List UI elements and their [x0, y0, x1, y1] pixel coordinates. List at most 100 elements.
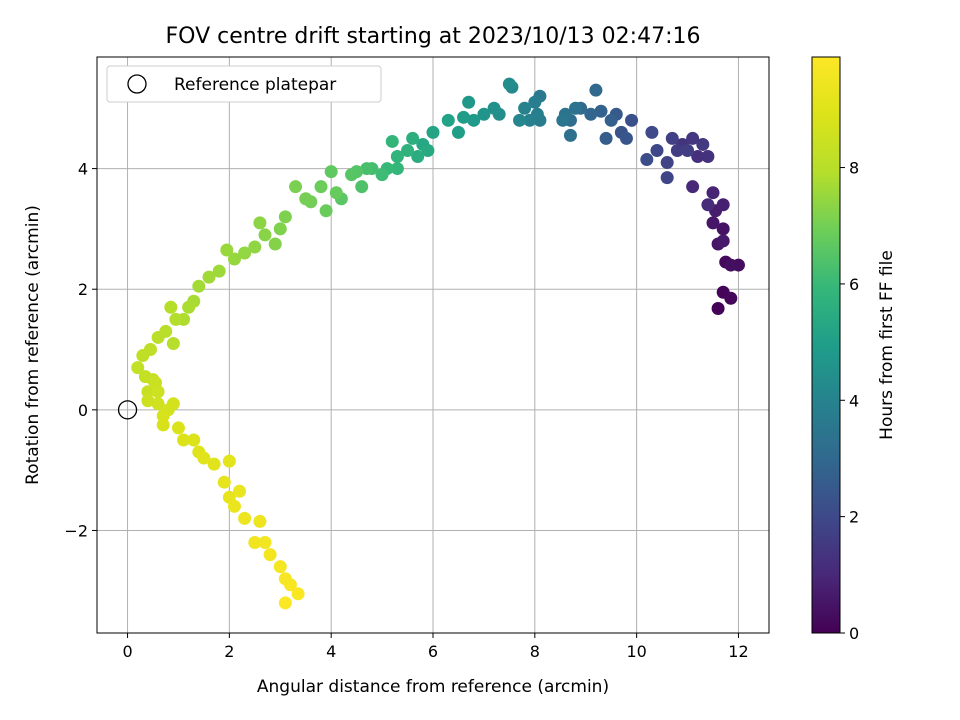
scatter-point	[360, 162, 374, 176]
scatter-point	[263, 548, 277, 562]
scatter-point	[604, 113, 618, 127]
scatter-point	[421, 143, 435, 157]
scatter-point	[375, 168, 389, 182]
scatter-point	[187, 433, 201, 447]
scatter-point	[166, 336, 180, 350]
scatter-point	[711, 302, 725, 316]
colorbar-gradient	[811, 56, 841, 634]
reference-platepar-marker	[117, 400, 138, 420]
x-axis-ticks: 0 2 4 6 8 10 12	[122, 633, 749, 661]
scatter-point	[253, 514, 267, 528]
y-tick-label: 4	[78, 160, 88, 179]
scatter-point	[253, 216, 267, 230]
scatter-point	[212, 264, 226, 278]
scatter-point	[220, 243, 234, 257]
scatter-point	[291, 587, 305, 601]
x-tick-label: 0	[122, 642, 132, 661]
scatter-point	[513, 113, 527, 127]
x-axis-label: Angular distance from reference (arcmin)	[257, 677, 609, 697]
scatter-point	[716, 234, 730, 248]
scatter-point	[462, 95, 476, 109]
scatter-point	[660, 156, 674, 170]
scatter-point	[487, 101, 501, 115]
scatter-point	[207, 457, 221, 471]
scatter-point	[691, 150, 705, 164]
colorbar-tick-label: 0	[849, 624, 859, 643]
scatter-point	[248, 240, 262, 254]
scatter-point	[136, 349, 150, 363]
scatter-point	[406, 131, 420, 145]
scatter-point	[131, 361, 145, 375]
scatter-point	[278, 596, 292, 610]
scatter-point	[273, 222, 287, 236]
scatter-point	[258, 536, 272, 550]
scatter-point	[625, 113, 639, 127]
scatter-point	[268, 237, 282, 251]
scatter-point	[681, 143, 695, 157]
legend-label-reference-platepar: Reference platepar	[174, 75, 336, 95]
scatter-point	[569, 101, 583, 115]
scatter-point	[151, 385, 165, 399]
scatter-point	[156, 409, 170, 423]
scatter-point	[390, 150, 404, 164]
colorbar: 0 2 4 6 8 Hours from first FF file	[811, 56, 897, 643]
y-tick-label: −2	[64, 521, 88, 540]
scatter-point	[385, 134, 399, 148]
colorbar-tick-label: 2	[849, 508, 859, 527]
legend-box	[106, 65, 382, 103]
scatter-point	[197, 451, 211, 465]
scatter-point	[660, 171, 674, 185]
scatter-point	[411, 150, 425, 164]
scatter-point	[670, 143, 684, 157]
scatter-point	[706, 186, 720, 200]
y-axis-label: Rotation from reference (arcmin)	[23, 205, 43, 485]
scatter-point	[696, 137, 710, 151]
scatter-point	[258, 228, 272, 242]
colorbar-tick-label: 4	[849, 391, 859, 410]
x-tick-label: 6	[428, 642, 438, 661]
legend: Reference platepar	[106, 65, 382, 103]
scatter-point	[701, 198, 715, 212]
x-tick-label: 2	[224, 642, 234, 661]
scatter-point	[314, 180, 328, 194]
scatter-point	[467, 113, 481, 127]
colorbar-ticks: 0 2 4 6 8	[840, 159, 859, 643]
scatter-point	[645, 125, 659, 139]
scatter-point	[278, 210, 292, 224]
scatter-point	[248, 536, 262, 550]
scatter-point	[151, 330, 165, 344]
scatter-point	[182, 300, 196, 314]
scatter-point	[619, 131, 633, 145]
x-tick-label: 10	[626, 642, 646, 661]
scatter-point	[599, 131, 613, 145]
scatter-point	[151, 397, 165, 411]
scatter-point	[589, 83, 603, 97]
scatter-point	[299, 192, 313, 206]
scatter-point	[238, 246, 252, 260]
scatter-point	[222, 454, 236, 468]
colorbar-tick-label: 8	[849, 159, 859, 178]
scatter-point	[390, 162, 404, 176]
scatter-point	[686, 131, 700, 145]
scatter-point	[724, 258, 738, 272]
scatter-point	[324, 165, 338, 179]
scatter-point	[528, 95, 542, 109]
scatter-point	[171, 421, 185, 435]
y-tick-label: 2	[78, 280, 88, 299]
x-tick-label: 12	[728, 642, 748, 661]
scatter-point	[640, 153, 654, 167]
x-tick-label: 4	[326, 642, 336, 661]
scatter-point	[227, 499, 241, 513]
scatter-point	[227, 252, 241, 266]
scatter-point	[192, 279, 206, 293]
scatter-point	[345, 168, 359, 182]
colorbar-tick-label: 6	[849, 275, 859, 294]
scatter-point	[426, 125, 440, 139]
scatter-point	[355, 180, 369, 194]
colorbar-label: Hours from first FF file	[877, 250, 897, 440]
scatter-point	[716, 222, 730, 236]
scatter-point	[141, 394, 155, 408]
scatter-point	[283, 578, 297, 592]
grid	[97, 57, 769, 633]
